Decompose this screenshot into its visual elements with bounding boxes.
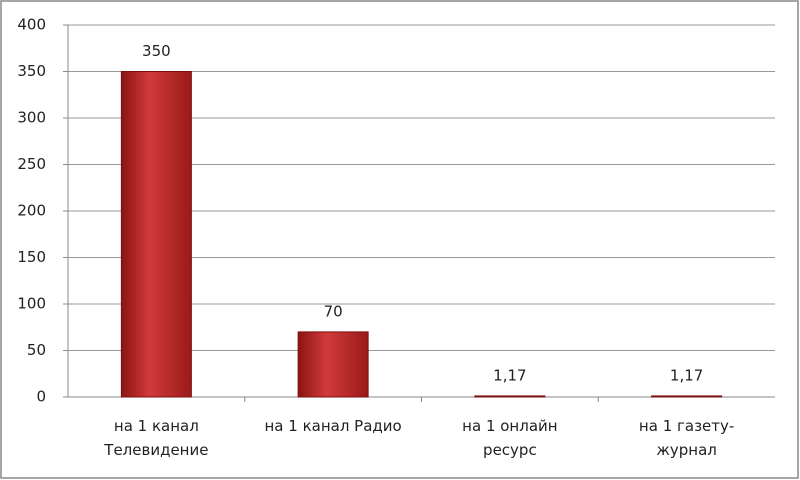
value-label: 1,17 (493, 366, 526, 384)
y-tick-label: 250 (17, 155, 46, 173)
y-tick-label: 400 (17, 16, 46, 34)
y-tick-label: 0 (36, 388, 46, 406)
x-tick-label: на 1 канал Телевидение (104, 417, 209, 459)
bar (120, 71, 192, 398)
x-tick-label: на 1 онлайн ресурс (462, 417, 558, 459)
x-tick-label: на 1 газету-журнал (638, 417, 735, 459)
y-tick-label: 350 (17, 62, 46, 80)
bar (651, 395, 723, 398)
value-label: 1,17 (670, 366, 703, 384)
bar (297, 331, 369, 398)
value-label: 350 (142, 42, 171, 60)
value-label: 70 (324, 302, 343, 320)
x-tick-label: на 1 канал Радио (264, 417, 402, 435)
y-tick-label: 100 (17, 295, 46, 313)
y-tick-label: 50 (27, 341, 46, 359)
y-tick-label: 150 (17, 248, 46, 266)
y-tick-label: 300 (17, 109, 46, 127)
bar (474, 395, 546, 398)
y-tick-label: 200 (17, 202, 46, 220)
